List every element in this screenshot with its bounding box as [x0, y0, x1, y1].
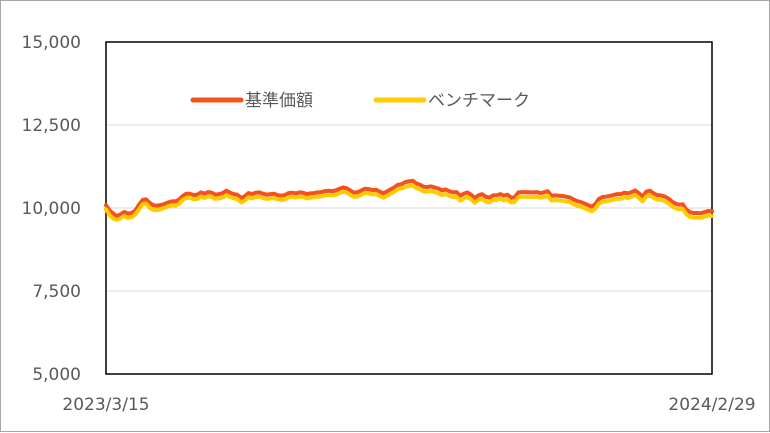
x-tick-label-end: 2024/2/29 — [668, 395, 755, 415]
series-line-0 — [104, 178, 714, 218]
y-tick-label: 7,500 — [32, 282, 81, 302]
legend-label-1: ベンチマーク — [428, 91, 530, 111]
y-tick-label: 5,000 — [32, 365, 81, 385]
x-tick-label-start: 2023/3/15 — [62, 395, 149, 415]
series-line-1 — [104, 183, 714, 222]
y-tick-label: 12,500 — [22, 116, 81, 136]
y-tick-label: 15,000 — [22, 33, 81, 53]
y-tick-label: 10,000 — [22, 199, 81, 219]
legend-label-0: 基準価額 — [245, 91, 313, 111]
